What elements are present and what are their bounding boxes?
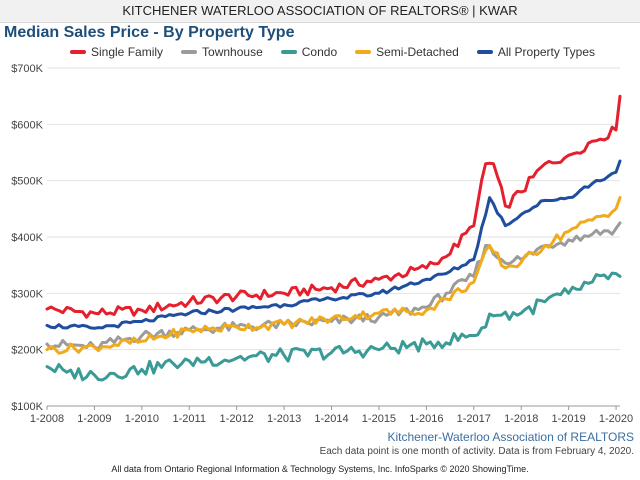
- legend-label: Semi-Detached: [376, 45, 459, 59]
- x-tick-label: 1-2012: [220, 413, 254, 425]
- legend-swatch: [70, 50, 86, 54]
- y-tick-label: $400K: [11, 232, 43, 244]
- legend-item: All Property Types: [476, 45, 595, 59]
- series-line: [45, 94, 622, 319]
- y-tick-label: $200K: [11, 345, 43, 357]
- y-tick-label: $500K: [11, 176, 43, 188]
- y-tick-label: $300K: [11, 288, 43, 300]
- legend: Single Family Townhouse Condo Semi-Detached…: [70, 45, 595, 59]
- legend-item: Townhouse: [181, 45, 263, 59]
- source-label: Kitchener-Waterloo Association of REALTO…: [387, 430, 634, 444]
- org-title: KITCHENER WATERLOO ASSOCIATION OF REALTO…: [122, 3, 518, 18]
- series-line: [45, 271, 622, 382]
- legend-item: Single Family: [70, 45, 163, 59]
- x-tick-label: 1-2010: [125, 413, 159, 425]
- x-tick-label: 1-2013: [267, 413, 301, 425]
- chart-title: Median Sales Price - By Property Type: [4, 24, 295, 41]
- copyright-footer: All data from Ontario Regional Informati…: [111, 464, 529, 474]
- series-line: [45, 196, 622, 355]
- legend-swatch: [355, 50, 372, 54]
- line-chart: $100K $200K $300K $400K $500K $600K $700K 1-200…: [11, 63, 633, 425]
- x-tick-label: 1-2015: [362, 413, 396, 425]
- legend-label: Single Family: [91, 45, 164, 59]
- legend-item: Semi-Detached: [355, 45, 459, 59]
- x-tick-label: 1-2017: [457, 413, 491, 425]
- x-tick-label: 1-2008: [30, 413, 64, 425]
- legend-label: Condo: [301, 45, 338, 59]
- legend-swatch: [181, 50, 198, 54]
- legend-swatch: [476, 50, 493, 54]
- legend-swatch: [280, 50, 297, 54]
- legend-item: Condo: [280, 45, 338, 59]
- y-tick-label: $600K: [11, 119, 43, 131]
- legend-label: Townhouse: [202, 45, 263, 59]
- y-tick-label: $100K: [11, 401, 43, 413]
- legend-label: All Property Types: [497, 45, 595, 59]
- header-band: KITCHENER WATERLOO ASSOCIATION OF REALTO…: [0, 0, 640, 23]
- x-tick-label: 1-2020: [599, 413, 633, 425]
- x-tick-label: 1-2018: [504, 413, 538, 425]
- x-tick-label: 1-2011: [173, 413, 206, 425]
- data-note: Each data point is one month of activity…: [319, 446, 634, 457]
- series-line: [45, 221, 622, 351]
- x-tick-label: 1-2009: [77, 413, 111, 425]
- series-line: [45, 159, 622, 330]
- x-tick-label: 1-2014: [314, 413, 348, 425]
- y-tick-label: $700K: [11, 63, 43, 75]
- x-tick-label: 1-2016: [409, 413, 443, 425]
- x-tick-label: 1-2019: [551, 413, 585, 425]
